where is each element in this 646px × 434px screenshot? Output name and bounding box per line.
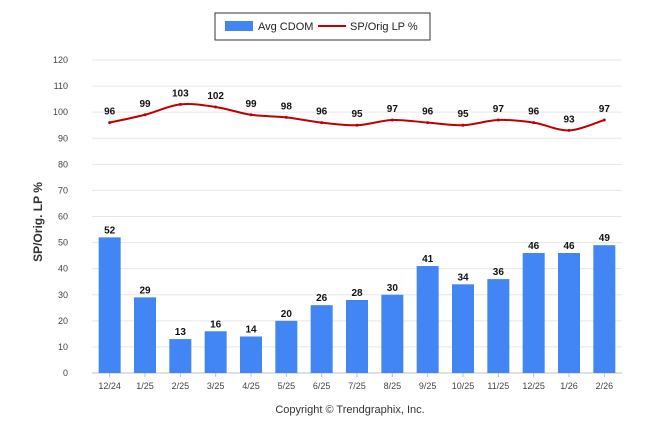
- bar-data-label: 16: [210, 319, 222, 330]
- line-point: [602, 118, 606, 122]
- line-data-label: 96: [528, 107, 540, 118]
- bar: [169, 339, 192, 373]
- x-tick-label: 5/25: [278, 381, 296, 391]
- bar: [346, 299, 368, 373]
- bar-data-label: 52: [104, 225, 116, 236]
- bar: [310, 305, 333, 373]
- line-point: [108, 121, 112, 125]
- x-tick-label: 6/25: [313, 381, 331, 391]
- y-tick-label: 50: [58, 238, 68, 248]
- line-data-label: 96: [422, 107, 434, 118]
- bar: [240, 336, 262, 373]
- bar-data-label: 36: [493, 267, 505, 278]
- x-tick-label: 2/26: [596, 381, 614, 391]
- line-point: [390, 118, 394, 122]
- bar-data-label: 46: [563, 241, 575, 252]
- bar-data-label: 13: [175, 327, 187, 338]
- line-data-label: 95: [351, 109, 363, 120]
- line-point: [320, 121, 324, 125]
- line-data-label: 97: [599, 104, 611, 115]
- line-data-label: 95: [457, 109, 469, 120]
- bar-data-label: 29: [139, 285, 151, 296]
- line-data-label: 97: [387, 104, 399, 115]
- line-data-label: 99: [139, 99, 151, 110]
- bar: [487, 279, 510, 373]
- x-axis-ticks: 12/24 1/25 2/25 3/25 4/25 5/25 6/25 7/25 8/25 9/2…: [98, 373, 613, 391]
- x-tick-label: 9/25: [419, 381, 437, 391]
- bar: [98, 237, 121, 373]
- line-point: [249, 113, 253, 117]
- bar-data-label: 26: [316, 293, 328, 304]
- bar: [558, 253, 580, 373]
- line-point: [214, 105, 218, 109]
- line-data-label: 99: [245, 99, 257, 110]
- line-data-label: 98: [281, 101, 293, 112]
- line-data-label: 93: [563, 114, 575, 125]
- line-sp-orig-lp: 96 99 103 102 99 98 96 95 97 96 95 97 96 93 97: [104, 88, 610, 132]
- x-tick-label: 12/24: [98, 381, 121, 391]
- bar-data-label: 30: [387, 283, 399, 294]
- x-tick-label: 1/25: [136, 381, 154, 391]
- y-tick-label: 110: [54, 81, 68, 91]
- line-point: [496, 118, 500, 122]
- y-tick-label: 80: [58, 159, 68, 169]
- x-tick-label: 4/25: [242, 381, 260, 391]
- bar: [522, 253, 545, 373]
- legend: Avg CDOM SP/Orig LP %: [214, 12, 431, 41]
- line-data-label: 102: [207, 91, 224, 102]
- line-data-label: 96: [316, 107, 328, 118]
- y-tick-label: 0: [63, 368, 68, 378]
- x-tick-label: 2/25: [172, 381, 190, 391]
- line-point: [355, 123, 359, 127]
- y-tick-label: 60: [58, 212, 68, 222]
- y-tick-label: 70: [58, 185, 68, 195]
- line-point: [532, 121, 536, 125]
- copyright-footer: Copyright © Trendgraphix, Inc.: [275, 404, 424, 416]
- bar-data-label: 46: [528, 241, 540, 252]
- x-tick-label: 8/25: [384, 381, 402, 391]
- line-point: [461, 123, 465, 127]
- y-tick-label: 120: [53, 55, 68, 65]
- bar-data-label: 28: [351, 288, 363, 299]
- x-tick-label: 7/25: [348, 381, 366, 391]
- x-tick-label: 11/25: [487, 381, 509, 391]
- y-tick-label: 30: [58, 290, 68, 300]
- bar: [381, 294, 404, 373]
- bar: [134, 297, 156, 373]
- y-axis-label: SP/Orig. LP %: [31, 182, 45, 262]
- line-point: [284, 115, 288, 119]
- legend-label-avg-cdom: Avg CDOM: [258, 21, 313, 33]
- bar: [204, 331, 227, 373]
- line-data-label: 103: [172, 88, 189, 99]
- bar: [452, 284, 474, 373]
- bar-data-label: 41: [422, 254, 434, 265]
- bars-avg-cdom: 52 29 13 16 14 20 26 28 30 41 34 36 46 46 49: [98, 225, 616, 373]
- y-tick-label: 40: [58, 264, 68, 274]
- y-tick-label: 20: [58, 316, 68, 326]
- line-point: [567, 128, 571, 132]
- legend-label-sp-orig-lp: SP/Orig LP %: [350, 21, 418, 33]
- bar: [593, 245, 616, 373]
- bar-data-label: 14: [245, 324, 257, 335]
- x-tick-label: 10/25: [452, 381, 475, 391]
- line-point: [178, 102, 182, 106]
- x-tick-label: 12/25: [522, 381, 545, 391]
- line-point: [426, 121, 430, 125]
- bar-data-label: 49: [599, 233, 611, 244]
- bar-data-label: 34: [457, 272, 469, 283]
- x-tick-label: 1/26: [560, 381, 578, 391]
- x-tick-label: 3/25: [207, 381, 225, 391]
- line-data-label: 96: [104, 107, 116, 118]
- bar: [275, 320, 298, 373]
- y-axis-ticks: 0 10 20 30 40 50 60 70 80 90 100 110 120: [53, 55, 68, 378]
- legend-swatch-avg-cdom: [225, 21, 253, 31]
- line-point: [143, 113, 147, 117]
- line-data-label: 97: [493, 104, 505, 115]
- y-tick-label: 10: [58, 342, 68, 352]
- bar: [416, 266, 439, 373]
- y-tick-label: 100: [53, 107, 68, 117]
- bar-data-label: 20: [281, 309, 293, 320]
- y-tick-label: 90: [58, 133, 68, 143]
